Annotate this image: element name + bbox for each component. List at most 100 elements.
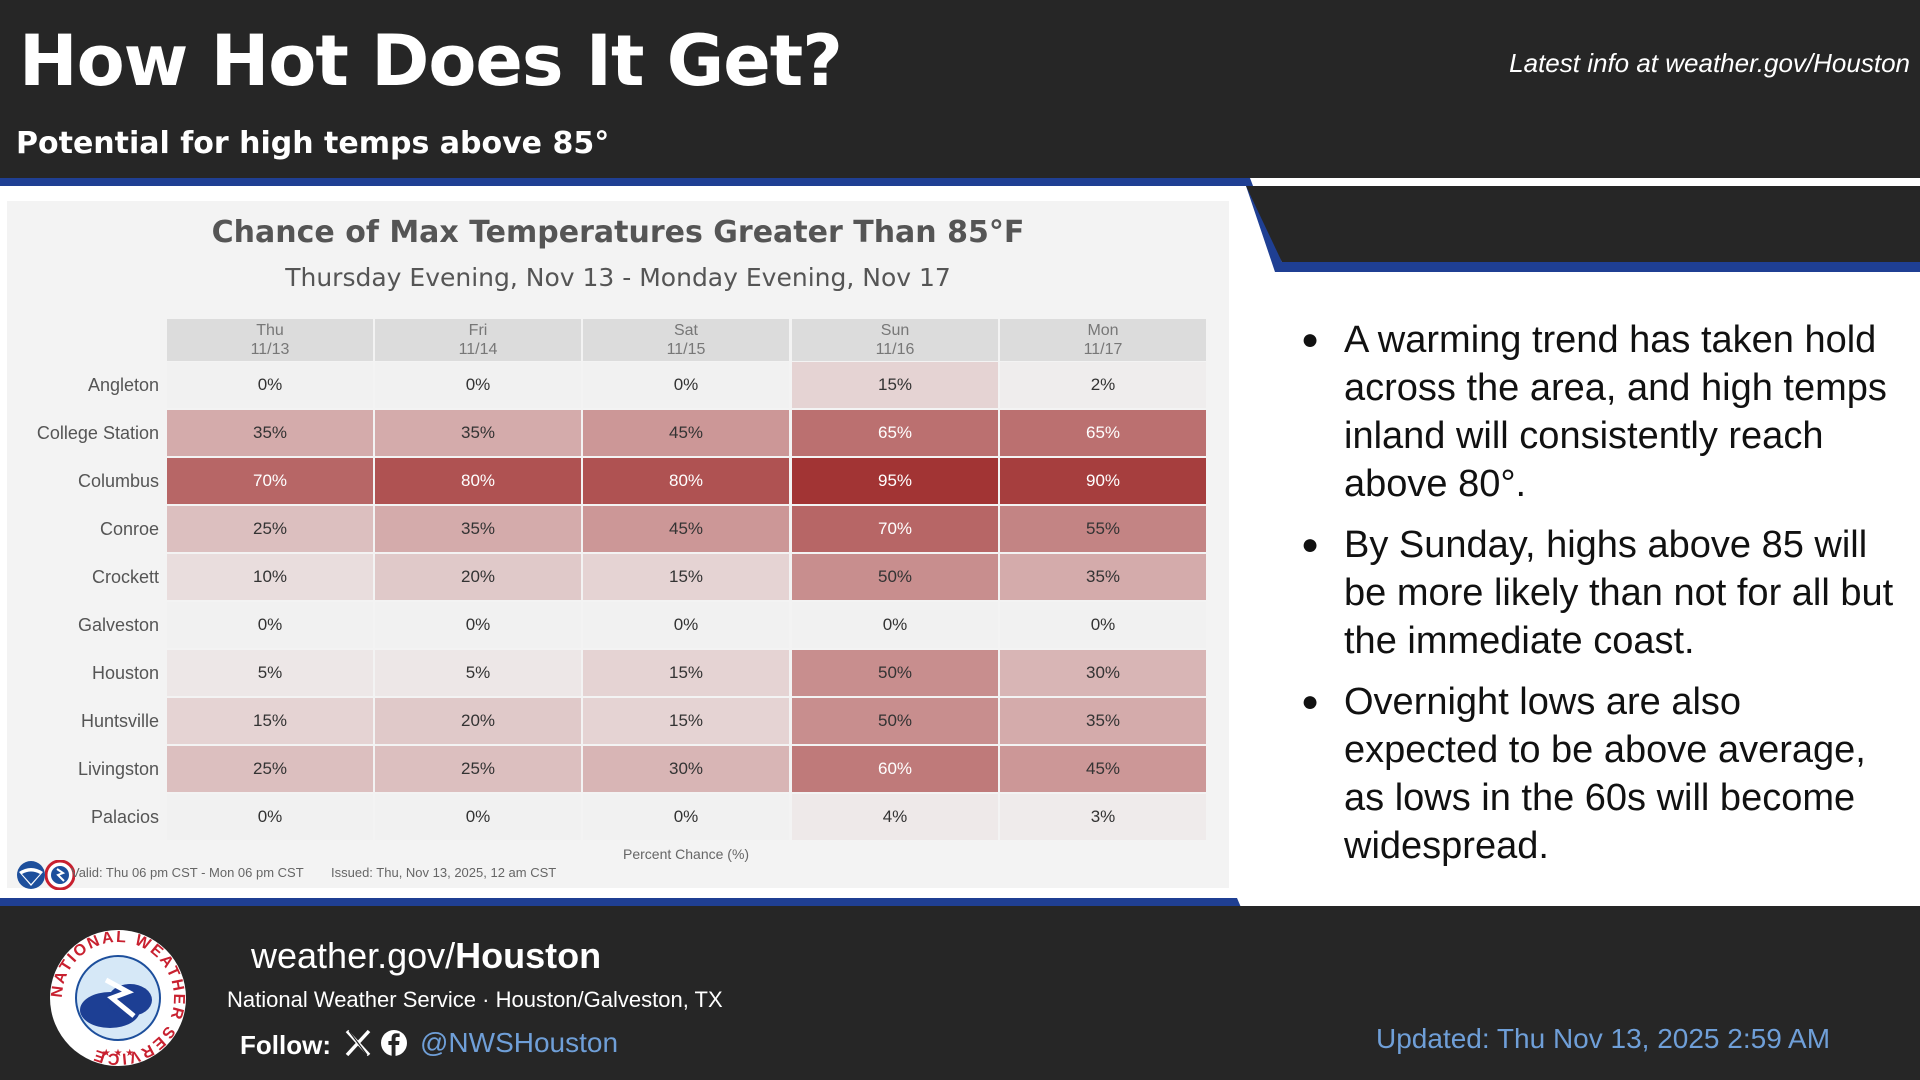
heatmap-cell: 0%	[792, 602, 998, 648]
row-label: Huntsville	[80, 711, 159, 731]
heatmap-cell: 95%	[792, 458, 998, 504]
updated-timestamp: Updated: Thu Nov 13, 2025 2:59 AM	[1376, 1023, 1831, 1054]
heatmap-cell: 3%	[1000, 794, 1206, 840]
row-label: College Station	[36, 423, 159, 443]
column-date: 11/15	[666, 341, 706, 358]
axis-title: Percent Chance (%)	[623, 846, 750, 862]
heatmap-cell: 30%	[1000, 650, 1206, 696]
page-subtitle: Potential for high temps above 85°	[16, 126, 610, 161]
heatmap-cell: 65%	[1000, 410, 1206, 456]
heatmap-cell: 45%	[583, 506, 789, 552]
heatmap-cell: 5%	[167, 650, 373, 696]
column-date: 11/13	[250, 341, 290, 358]
website-link[interactable]: weather.gov/Houston	[251, 935, 601, 977]
heatmap-chart: Chance of Max Temperatures Greater Than …	[7, 201, 1229, 890]
heatmap-cell: 35%	[167, 410, 373, 456]
heatmap-cell: 50%	[792, 650, 998, 696]
column-header-thu: Thu 11/13	[167, 319, 373, 361]
page-title: How Hot Does It Get?	[19, 20, 843, 102]
row-label: Livingston	[77, 759, 159, 779]
heatmap-cell: 20%	[375, 698, 581, 744]
heatmap-cell: 80%	[375, 458, 581, 504]
row-label: Crockett	[91, 567, 159, 587]
column-date: 11/17	[1083, 341, 1123, 358]
row-label: Houston	[91, 663, 159, 683]
chart-subtitle: Thursday Evening, Nov 13 - Monday Evenin…	[285, 263, 951, 292]
heatmap-cell: 80%	[583, 458, 789, 504]
heatmap-cell: 30%	[583, 746, 789, 792]
heatmap-cell: 5%	[375, 650, 581, 696]
bullet-dot-icon: ●	[1301, 323, 1320, 356]
bullet-dot-icon: ●	[1301, 685, 1320, 718]
heatmap-cell: 15%	[583, 650, 789, 696]
column-day: Sun	[880, 322, 910, 339]
heatmap-cell: 50%	[792, 554, 998, 600]
nws-logo-icon: NATIONAL WEATHER SERVICE ★ ★ ★	[49, 929, 186, 1067]
heatmap-cell: 60%	[792, 746, 998, 792]
bullet-text: Overnight lows are also expected to be a…	[1344, 681, 1866, 867]
heatmap-cell: 15%	[583, 698, 789, 744]
row-label: Galveston	[77, 615, 159, 635]
row-label: Angleton	[87, 375, 159, 395]
column-header-sat: Sat 11/15	[583, 319, 789, 361]
bullet-dot-icon: ●	[1301, 528, 1320, 561]
heatmap-cell: 0%	[375, 794, 581, 840]
heatmap-cell: 65%	[792, 410, 998, 456]
heatmap-cell: 15%	[583, 554, 789, 600]
heatmap-cell: 55%	[1000, 506, 1206, 552]
valid-time: Valid: Thu 06 pm CST - Mon 06 pm CST	[71, 865, 304, 880]
chart-title: Chance of Max Temperatures Greater Than …	[211, 215, 1025, 250]
column-date: 11/14	[458, 341, 498, 358]
heatmap-cell: 0%	[167, 362, 373, 408]
row-label: Palacios	[90, 807, 159, 827]
heatmap-cell: 4%	[792, 794, 998, 840]
website-prefix: weather.gov/	[251, 935, 456, 976]
heatmap-cell: 0%	[1000, 602, 1206, 648]
heatmap-cell: 50%	[792, 698, 998, 744]
bullet-list: ● A warming trend has taken hold across t…	[1296, 316, 1901, 883]
column-header-fri: Fri 11/14	[375, 319, 581, 361]
heatmap-cell: 0%	[167, 602, 373, 648]
facebook-icon[interactable]	[380, 1029, 408, 1057]
heatmap-cell: 0%	[583, 362, 789, 408]
noaa-logo-icon	[17, 861, 45, 889]
heatmap-cell: 45%	[1000, 746, 1206, 792]
heatmap-cell: 0%	[583, 602, 789, 648]
footer-bar	[0, 906, 1920, 1080]
latest-info-link[interactable]: Latest info at weather.gov/Houston	[1509, 48, 1910, 78]
heatmap-cell: 2%	[1000, 362, 1206, 408]
heatmap-cell: 45%	[583, 410, 789, 456]
heatmap-cell: 25%	[375, 746, 581, 792]
bullet-item: ● A warming trend has taken hold across t…	[1296, 316, 1901, 508]
heatmap-cell: 25%	[167, 506, 373, 552]
heatmap-cell: 20%	[375, 554, 581, 600]
heatmap-cell: 35%	[1000, 554, 1206, 600]
column-header-sun: Sun 11/16	[792, 319, 998, 361]
x-icon[interactable]	[344, 1028, 372, 1058]
heatmap-cell: 35%	[1000, 698, 1206, 744]
heatmap-cell: 0%	[167, 794, 373, 840]
heatmap-cell: 15%	[167, 698, 373, 744]
heatmap-cell: 70%	[167, 458, 373, 504]
column-date: 11/16	[875, 341, 915, 358]
office-name: National Weather Service · Houston/Galve…	[227, 987, 723, 1012]
column-day: Mon	[1087, 322, 1119, 339]
header-bar	[0, 0, 1920, 178]
heatmap-cell: 25%	[167, 746, 373, 792]
heatmap-cell: 35%	[375, 506, 581, 552]
heatmap-cell: 90%	[1000, 458, 1206, 504]
heatmap-cell: 0%	[375, 362, 581, 408]
bullet-item: ● Overnight lows are also expected to be …	[1296, 678, 1901, 870]
bullet-item: ● By Sunday, highs above 85 will be more …	[1296, 521, 1901, 665]
column-day: Thu	[256, 322, 284, 339]
heatmap-cell: 70%	[792, 506, 998, 552]
social-handle[interactable]: @NWSHouston	[420, 1027, 619, 1058]
column-day: Fri	[468, 322, 488, 339]
heatmap-cell: 0%	[375, 602, 581, 648]
row-label: Columbus	[77, 471, 159, 491]
heatmap-cell: 15%	[792, 362, 998, 408]
column-header-mon: Mon 11/17	[1000, 319, 1206, 361]
heatmap-cell: 0%	[583, 794, 789, 840]
website-office: Houston	[455, 935, 602, 976]
issued-time: Issued: Thu, Nov 13, 2025, 12 am CST	[331, 865, 557, 880]
